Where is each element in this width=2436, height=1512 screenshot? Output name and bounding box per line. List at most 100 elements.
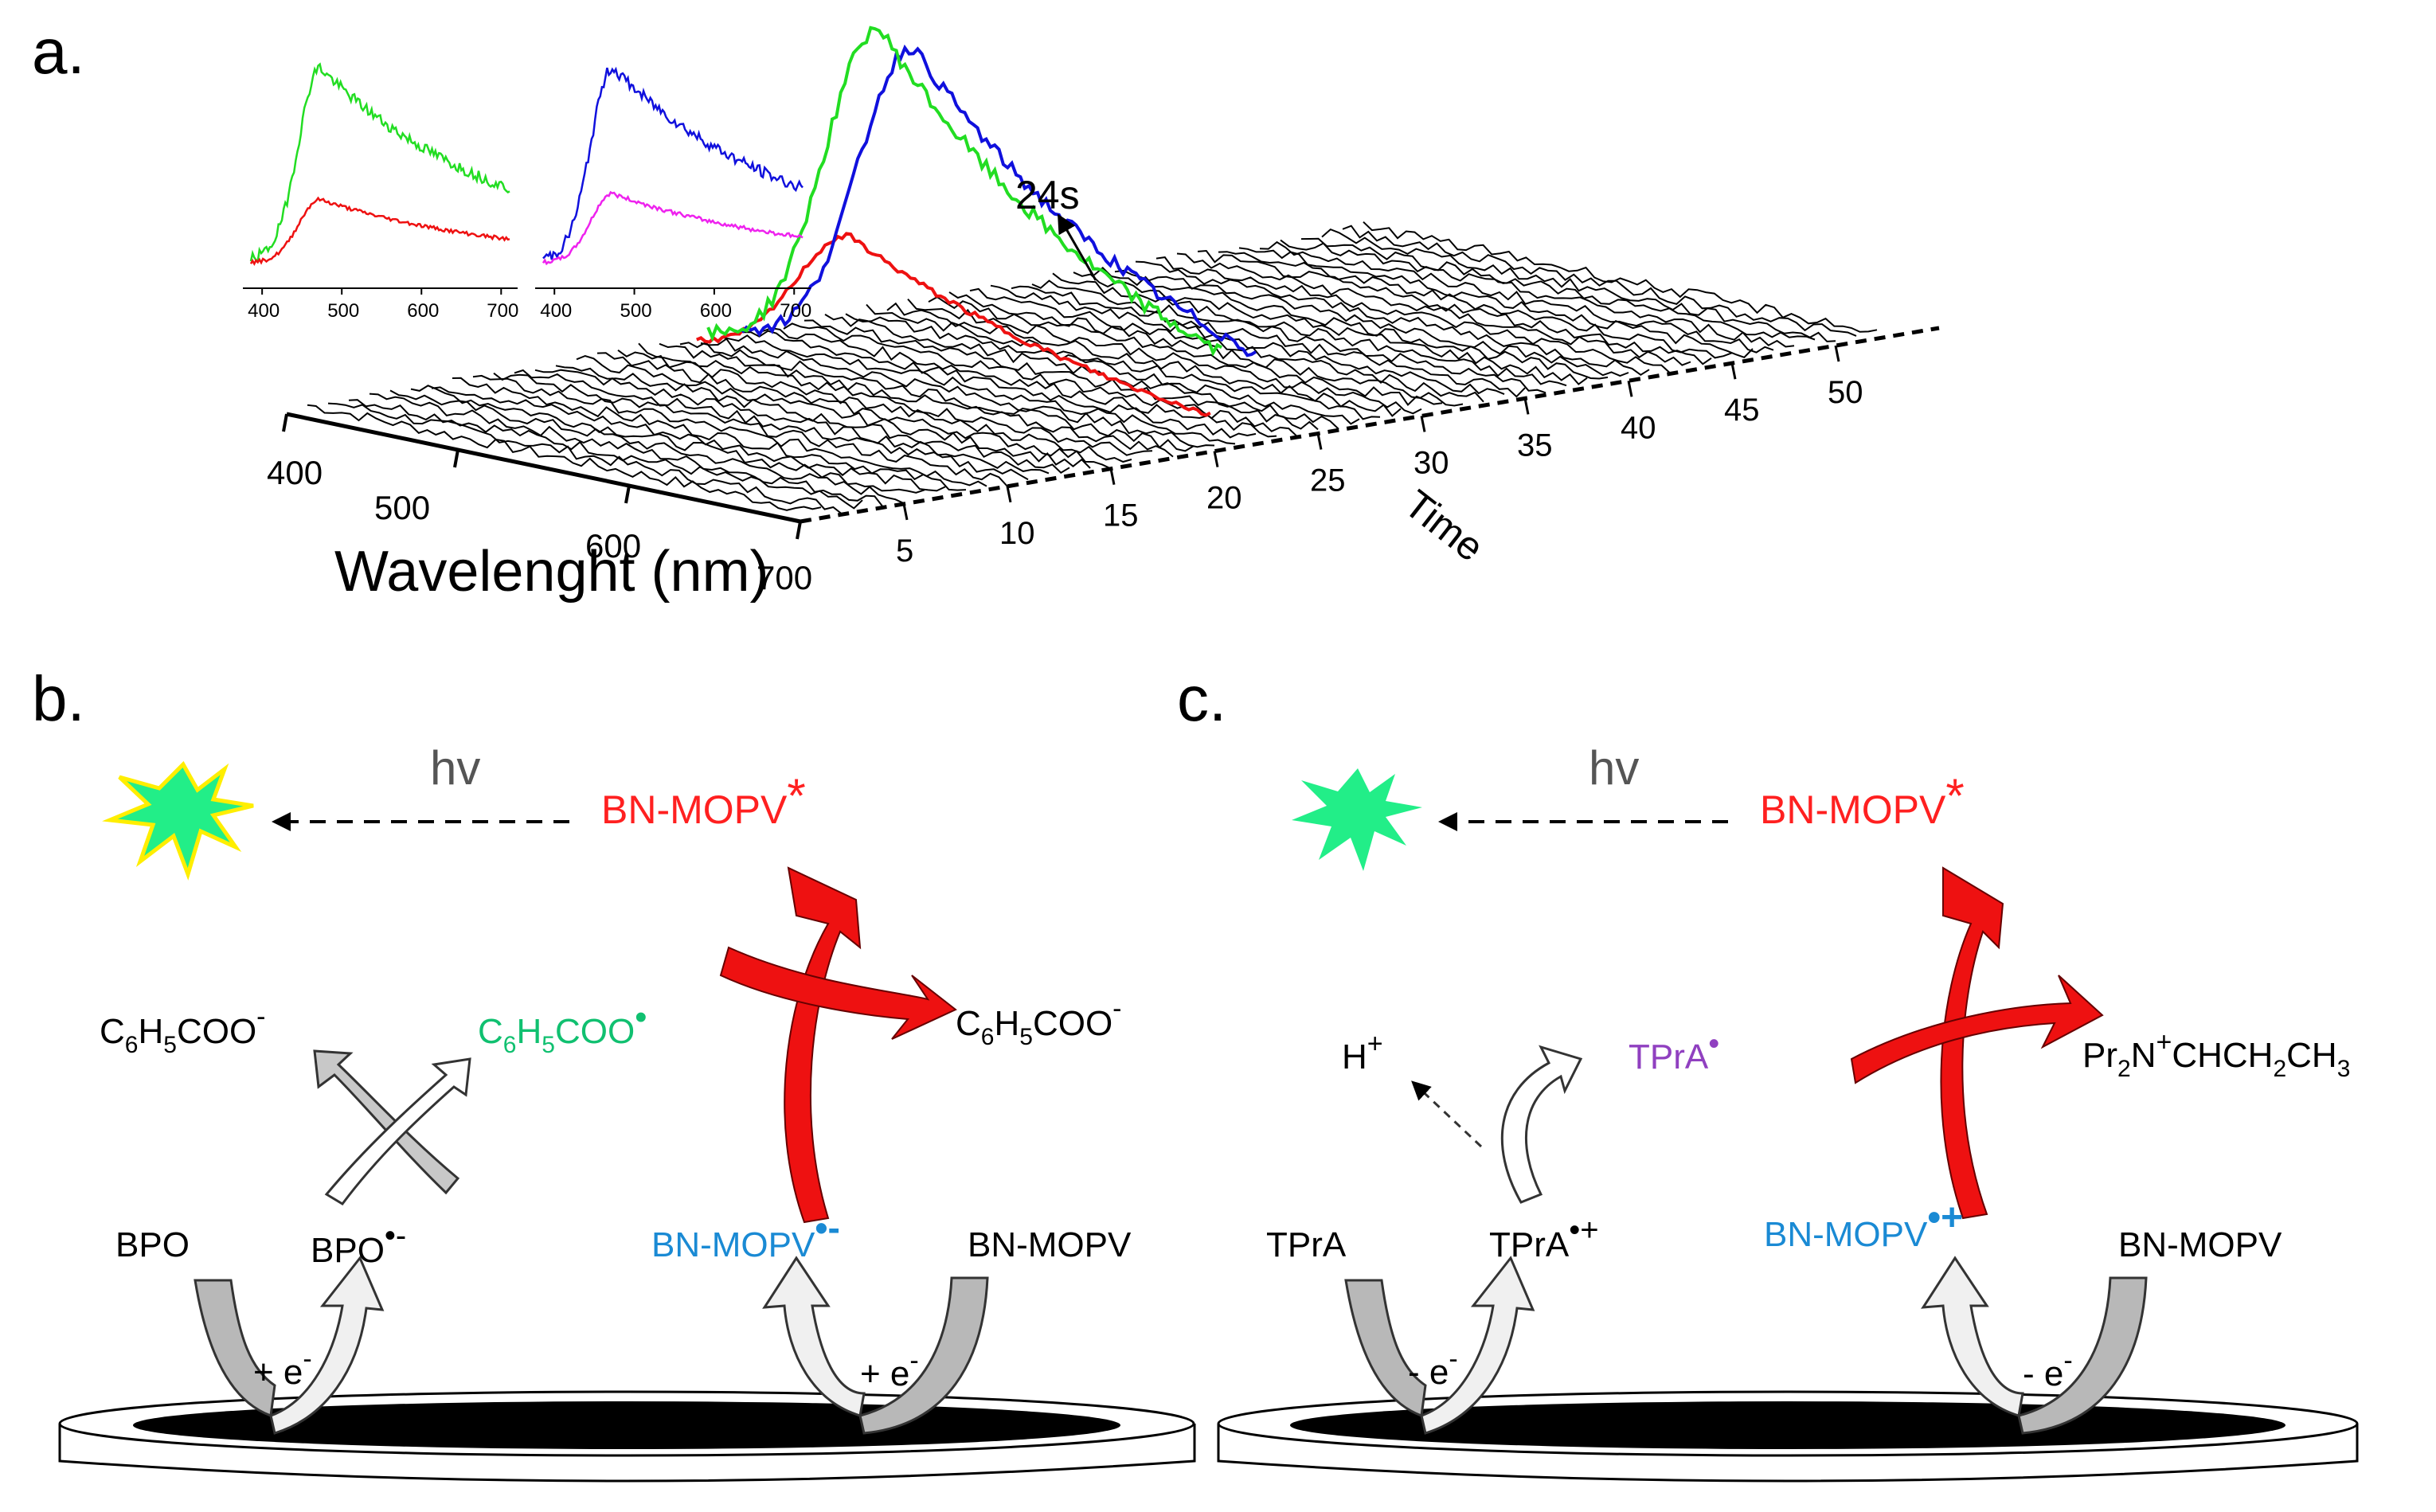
benzoate-right-b: C6H5COO-: [956, 994, 1122, 1050]
electron-arrows-c-right: [1921, 1256, 2148, 1435]
tpra-radical-c: TPrA•: [1629, 1026, 1719, 1076]
background-trace: [679, 341, 1195, 452]
electron-arrows-b-left: [194, 1256, 385, 1435]
background-trace: [348, 399, 863, 510]
wavelength-tick-mark: [624, 485, 631, 504]
time-tick-mark: [1834, 345, 1840, 362]
inset-2-ticks: 400 500 600 700: [540, 288, 811, 322]
proton-dashed-arrow-c: [1411, 1080, 1483, 1148]
background-trace: [1280, 239, 1795, 348]
background-trace: [990, 284, 1505, 396]
inset-tick-label: 700: [487, 300, 518, 322]
background-trace: [596, 352, 1112, 470]
background-trace: [659, 342, 1174, 458]
background-trace: [700, 338, 1215, 448]
background-trace: [1073, 272, 1588, 385]
time-tick-mark: [1730, 362, 1737, 380]
time-axis-line: [800, 326, 1940, 524]
background-trace: [617, 349, 1132, 463]
main-trace-red: [696, 232, 1211, 417]
time-tick-label: 15: [1103, 498, 1139, 533]
time-tick-mark: [1213, 451, 1219, 467]
electron-label-left-c: - e-: [1408, 1344, 1458, 1392]
time-tick-label: 30: [1414, 445, 1449, 480]
time-annotation: 24s: [1015, 173, 1080, 217]
time-axis-label: Time: [1396, 482, 1492, 570]
background-trace: [1135, 260, 1650, 377]
white-arrow-b: [324, 1057, 471, 1205]
background-trace: [886, 302, 1402, 417]
red-cross-arrows-b: [719, 866, 957, 1224]
time-tick-mark: [1006, 486, 1012, 503]
wavelength-axis-line: [286, 412, 801, 524]
background-trace: [1238, 247, 1754, 358]
wavelength-tick-label: 500: [374, 489, 430, 526]
background-trace: [721, 334, 1236, 445]
background-trace: [1218, 251, 1733, 359]
inset-trace-red: [249, 196, 510, 266]
background-trace: [555, 365, 1070, 474]
background-trace: [472, 374, 987, 487]
red-arrow-up-c: [1940, 866, 2004, 1220]
time-tick-mark: [1627, 380, 1633, 397]
electron-label-left-b: + e-: [253, 1344, 312, 1392]
emission-star-c-icon: [1292, 768, 1422, 871]
wavelength-axis-label: Wavelenght (nm): [334, 540, 769, 604]
inset-tick-label: 600: [700, 300, 732, 322]
background-trace: [369, 393, 884, 508]
inset-tick-label: 400: [248, 300, 280, 322]
white-u-arrow-right-b: [762, 1256, 866, 1417]
background-trace: [1321, 228, 1836, 342]
background-trace: [1300, 237, 1816, 341]
hv-label-b: hv: [430, 741, 480, 795]
background-trace: [1342, 225, 1857, 337]
background-trace: [1259, 240, 1774, 354]
panel-label-c: c.: [1177, 663, 1226, 734]
inset-trace-green: [249, 62, 510, 264]
excited-state-b: BN-MOPV*: [601, 769, 806, 832]
time-tick-label: 5: [896, 533, 913, 568]
waterfall-background-traces: [307, 221, 1878, 515]
background-trace: [783, 322, 1298, 438]
background-trace: [1176, 252, 1691, 366]
emission-star-b-icon: [102, 760, 254, 881]
background-trace: [327, 402, 843, 515]
gray-u-arrow-right-b: [858, 1276, 989, 1435]
benzoate-left-b: C6H5COO-: [100, 1002, 266, 1058]
excited-state-b-star: *: [787, 769, 805, 822]
time-tick-mark: [1109, 468, 1116, 486]
inset-1-traces: [249, 62, 510, 266]
red-arrow-right-c: [1850, 975, 2104, 1084]
excited-state-c: BN-MOPV*: [1760, 769, 1965, 832]
background-trace: [576, 354, 1091, 469]
background-trace: [948, 291, 1464, 407]
hv-label-c: hv: [1589, 741, 1639, 795]
inset-tick-label: 600: [407, 300, 439, 322]
waterfall-main-traces: [696, 25, 1257, 417]
wavelength-tick-label: 400: [267, 454, 323, 491]
excited-state-c-name: BN-MOPV: [1760, 787, 1946, 832]
bpo-radical-anion-b: BPO•-: [311, 1218, 406, 1270]
time-tick-label: 40: [1621, 410, 1656, 445]
proton-label-c: H+: [1342, 1029, 1383, 1076]
time-tick-mark: [1316, 433, 1323, 450]
time-tick-label: 35: [1517, 428, 1553, 463]
time-tick-label: 25: [1310, 463, 1346, 498]
background-trace: [1197, 249, 1712, 365]
inset-trace-blue: [542, 66, 804, 260]
electron-arrows-b-right: [762, 1256, 989, 1435]
background-trace: [389, 389, 905, 505]
inset-2-traces: [542, 66, 804, 266]
gray-arrow-b: [313, 1049, 460, 1195]
background-trace: [866, 303, 1381, 420]
time-tick-mark: [1523, 398, 1530, 415]
background-trace: [452, 377, 967, 491]
background-trace: [741, 330, 1257, 439]
background-trace: [307, 404, 822, 511]
wavelength-tick-label: 600: [585, 527, 641, 565]
excited-state-c-star: *: [1945, 769, 1964, 822]
time-tick-label: 50: [1828, 375, 1863, 410]
background-trace: [410, 385, 925, 494]
electron-arrows-c-left: [1344, 1256, 1535, 1435]
wavelength-tick-label: 700: [757, 559, 812, 596]
